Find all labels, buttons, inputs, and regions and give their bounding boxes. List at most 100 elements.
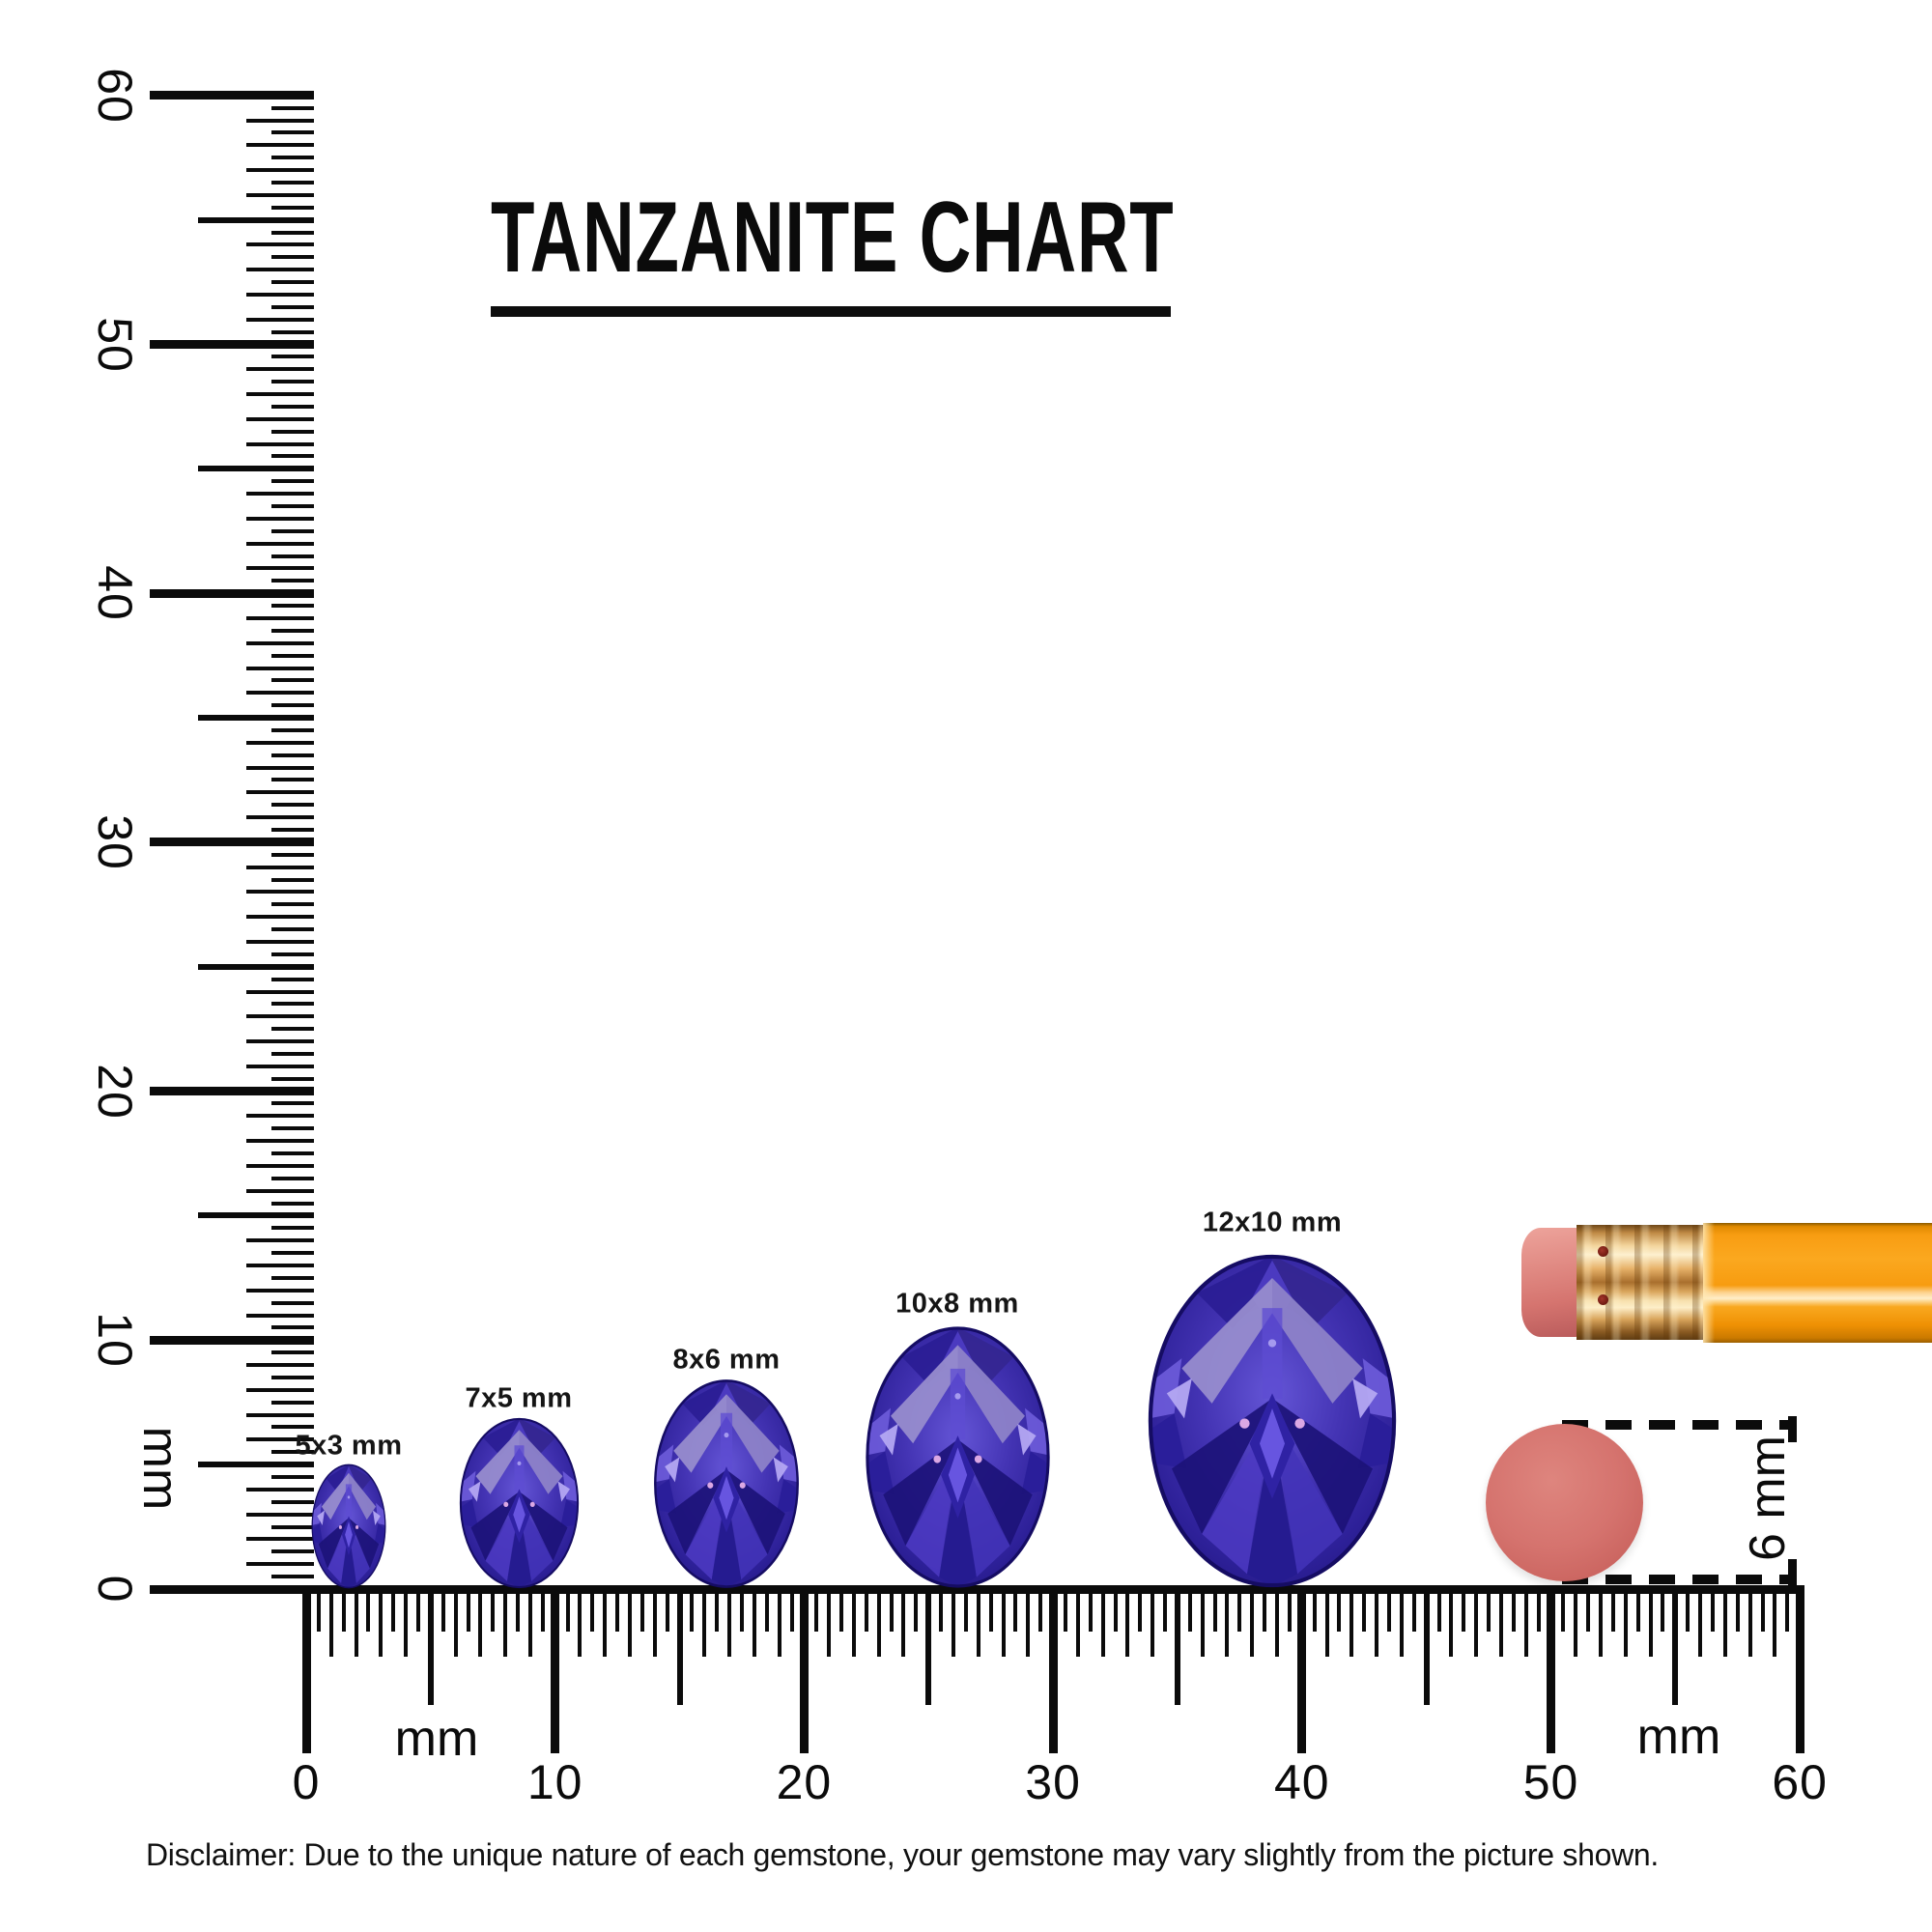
ruler-tick xyxy=(1237,1592,1242,1632)
ruler-tick xyxy=(1250,1592,1255,1657)
gem-size-label: 7x5 mm xyxy=(465,1382,573,1414)
ruler-tick xyxy=(565,1592,570,1632)
ruler-tick xyxy=(1287,1592,1292,1632)
gem-oval-10x8mm xyxy=(865,1325,1051,1589)
ruler-tick xyxy=(590,1592,595,1632)
ruler-tick xyxy=(271,1325,314,1330)
ruler-tick xyxy=(198,216,314,223)
ruler-tick xyxy=(752,1592,756,1657)
ruler-tick xyxy=(727,1592,732,1657)
horizontal-ruler-number: 60 xyxy=(1772,1755,1828,1809)
ruler-tick xyxy=(1747,1592,1752,1657)
ruler-tick xyxy=(271,927,314,932)
ruler-tick xyxy=(246,1363,314,1368)
ruler-tick xyxy=(271,753,314,757)
ruler-tick xyxy=(1026,1592,1031,1657)
ruler-tick xyxy=(952,1592,956,1657)
ruler-tick xyxy=(246,1412,314,1417)
ruler-tick xyxy=(540,1592,545,1632)
ruler-tick xyxy=(1523,1592,1528,1657)
ruler-tick xyxy=(1075,1592,1080,1657)
ruler-tick xyxy=(246,1387,314,1392)
ruler-tick xyxy=(271,902,314,907)
ruler-tick xyxy=(271,803,314,808)
ruler-tick xyxy=(1511,1592,1516,1632)
ruler-tick xyxy=(271,479,314,484)
ruler-tick xyxy=(246,392,314,397)
ruler-tick xyxy=(271,678,314,683)
ruler-tick xyxy=(603,1592,608,1657)
ruler-tick xyxy=(1362,1592,1367,1632)
ruler-tick xyxy=(271,1575,314,1579)
ruler-tick xyxy=(271,1151,314,1156)
ruler-tick xyxy=(1498,1592,1503,1657)
page-title: TANZANITE CHART xyxy=(491,182,1175,294)
ruler-tick xyxy=(246,1114,314,1119)
eraser-disc xyxy=(1486,1424,1643,1581)
ruler-tick xyxy=(415,1592,420,1632)
ruler-tick xyxy=(739,1592,744,1632)
ruler-tick xyxy=(503,1592,508,1657)
ruler-tick xyxy=(271,454,314,459)
ruler-tick xyxy=(271,1524,314,1529)
ruler-tick xyxy=(271,1101,314,1106)
ruler-tick xyxy=(1411,1592,1416,1632)
gem-oval xyxy=(1147,1253,1398,1589)
disc-dimension-label: 6 mm xyxy=(1740,1435,1796,1561)
ruler-tick xyxy=(271,130,314,135)
ruler-tick xyxy=(1350,1592,1354,1657)
ruler-tick xyxy=(1599,1592,1604,1657)
ruler-tick xyxy=(1399,1592,1404,1657)
ruler-tick xyxy=(271,1002,314,1007)
vertical-ruler-number: 20 xyxy=(88,1063,142,1120)
ruler-tick xyxy=(246,1238,314,1243)
ruler-tick xyxy=(551,1592,560,1753)
ruler-tick xyxy=(271,653,314,658)
ruler-tick xyxy=(453,1592,458,1657)
ruler-tick xyxy=(271,828,314,832)
ruler-tick xyxy=(271,329,314,334)
ruler-tick xyxy=(1138,1592,1143,1632)
ruler-tick xyxy=(150,340,314,349)
ruler-tick xyxy=(963,1592,968,1632)
ruler-tick xyxy=(271,977,314,981)
ruler-tick xyxy=(246,1039,314,1044)
vertical-ruler-number: 50 xyxy=(88,316,142,373)
ruler-tick xyxy=(901,1592,906,1657)
ruler-tick xyxy=(271,952,314,956)
ruler-tick xyxy=(715,1592,720,1632)
ruler-tick xyxy=(271,1076,314,1081)
ruler-tick xyxy=(976,1592,980,1657)
ruler-tick xyxy=(1324,1592,1329,1657)
ruler-tick xyxy=(1711,1592,1715,1632)
ruler-tick xyxy=(271,1126,314,1131)
ruler-tick xyxy=(1785,1592,1790,1632)
ruler-tick xyxy=(246,740,314,745)
ruler-tick xyxy=(1449,1592,1454,1657)
gem-oval xyxy=(311,1463,386,1589)
ruler-tick xyxy=(246,1139,314,1144)
ruler-tick xyxy=(246,1562,314,1567)
ruler-tick xyxy=(271,1400,314,1405)
ruler-tick xyxy=(839,1592,844,1632)
ruler-tick xyxy=(271,380,314,384)
ruler-tick xyxy=(1187,1592,1192,1632)
ruler-tick xyxy=(1487,1592,1492,1632)
ruler-tick xyxy=(246,242,314,247)
ruler-tick xyxy=(328,1592,333,1657)
ruler-tick xyxy=(271,852,314,857)
horizontal-ruler-number: 20 xyxy=(776,1755,833,1809)
ruler-tick xyxy=(354,1592,358,1657)
ruler-tick xyxy=(150,1335,314,1345)
pencil-body-highlight xyxy=(1703,1223,1715,1343)
ruler-tick xyxy=(271,304,314,309)
ruler-tick xyxy=(1375,1592,1379,1657)
ruler-tick xyxy=(271,156,314,160)
ruler-tick xyxy=(1760,1592,1765,1632)
title-underline xyxy=(491,306,1171,317)
ruler-tick xyxy=(271,1375,314,1379)
dimension-end-dash-top xyxy=(1788,1416,1797,1442)
ruler-tick xyxy=(391,1592,396,1632)
ruler-tick xyxy=(271,628,314,633)
ruler-tick xyxy=(690,1592,695,1632)
